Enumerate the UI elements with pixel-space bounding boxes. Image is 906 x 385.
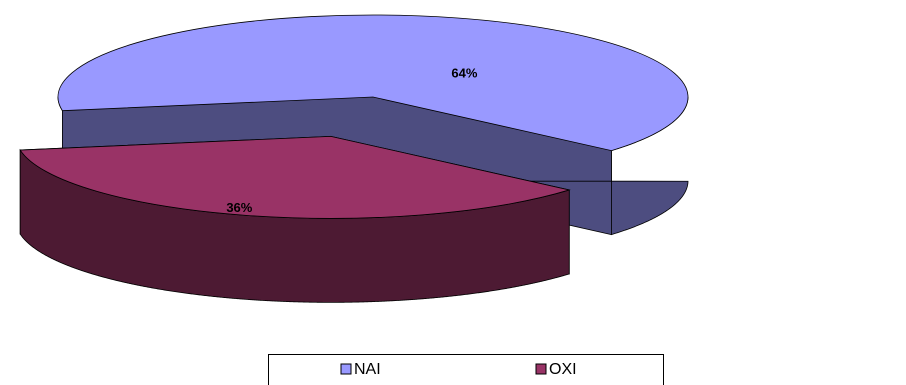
legend-label: NAI [354,361,381,378]
legend: NAI OXI [340,361,577,378]
data-label: 36% [226,200,252,215]
legend-swatch [340,363,352,375]
legend-box [268,354,664,385]
legend-swatch [535,363,547,375]
slice [57,14,689,151]
pie [19,14,689,303]
slice [19,135,571,219]
data-label: 64% [451,65,477,80]
legend-label: OXI [549,361,577,378]
